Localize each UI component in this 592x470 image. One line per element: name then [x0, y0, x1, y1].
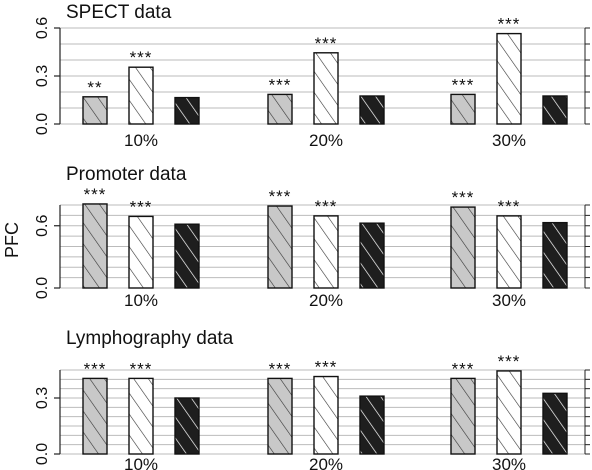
category-label: 10%: [124, 131, 158, 150]
bar: [267, 377, 293, 455]
y-tick-label: 0.0: [34, 277, 51, 299]
category-label: 30%: [492, 131, 526, 150]
bar: [128, 377, 154, 455]
significance-label: ***: [498, 197, 521, 216]
category-label: 20%: [309, 131, 343, 150]
y-tick-label: 0.3: [34, 387, 51, 409]
panel-title: SPECT data: [66, 2, 172, 23]
category-label: 10%: [124, 455, 158, 470]
bar: [496, 370, 522, 455]
category-label: 20%: [309, 455, 343, 470]
bar: [174, 223, 200, 289]
bar: [542, 392, 568, 455]
significance-label: ***: [315, 34, 338, 53]
significance-label: ***: [84, 359, 107, 378]
significance-label: ***: [315, 197, 338, 216]
bar: [313, 52, 339, 125]
category-label: 10%: [124, 291, 158, 310]
y-tick-label: 0.6: [34, 215, 51, 237]
y-tick-label: 0.0: [34, 113, 51, 135]
bar: [82, 203, 108, 289]
bar: [174, 96, 200, 125]
y-tick-label: 0.6: [34, 17, 51, 39]
panel-2: Promoter data 0.0 0.6 *** *** *** *** *** *** 10%…: [34, 164, 590, 310]
bar: [267, 93, 293, 125]
bar: [313, 215, 339, 289]
bar: [450, 377, 476, 455]
bar: [450, 93, 476, 125]
significance-label: ***: [315, 358, 338, 377]
significance-label: ***: [84, 185, 107, 204]
significance-label: ***: [130, 197, 153, 216]
bar: [82, 96, 108, 125]
significance-label: ***: [452, 188, 475, 207]
panel-3: Lymphography data 0.0 0.3 *** *** *** *** *** **…: [34, 328, 590, 470]
bar: [542, 221, 568, 289]
y-tick-label: 0.3: [34, 65, 51, 87]
bar: [359, 95, 385, 125]
bar: [359, 222, 385, 289]
significance-label: ***: [498, 15, 521, 34]
significance-label: ***: [452, 75, 475, 94]
panel-title: Lymphography data: [66, 328, 234, 349]
y-tick-label: 0.0: [34, 443, 51, 465]
significance-label: ***: [130, 48, 153, 67]
bar: [359, 395, 385, 455]
y-axis-label: PFC: [2, 222, 22, 258]
significance-label: **: [87, 78, 102, 97]
bar: [450, 206, 476, 289]
bar: [496, 215, 522, 289]
category-label: 30%: [492, 291, 526, 310]
significance-label: ***: [269, 75, 292, 94]
panel-title: Promoter data: [66, 164, 187, 185]
bar: [542, 95, 568, 125]
bar: [82, 377, 108, 455]
bar: [174, 397, 200, 455]
bar: [267, 205, 293, 289]
category-label: 20%: [309, 291, 343, 310]
bar: [496, 32, 522, 125]
bar: [128, 66, 154, 125]
significance-label: ***: [269, 359, 292, 378]
bar: [313, 375, 339, 455]
bar: [128, 215, 154, 289]
significance-label: ***: [130, 359, 153, 378]
category-label: 30%: [492, 455, 526, 470]
significance-label: ***: [452, 359, 475, 378]
significance-label: ***: [498, 352, 521, 371]
significance-label: ***: [269, 187, 292, 206]
